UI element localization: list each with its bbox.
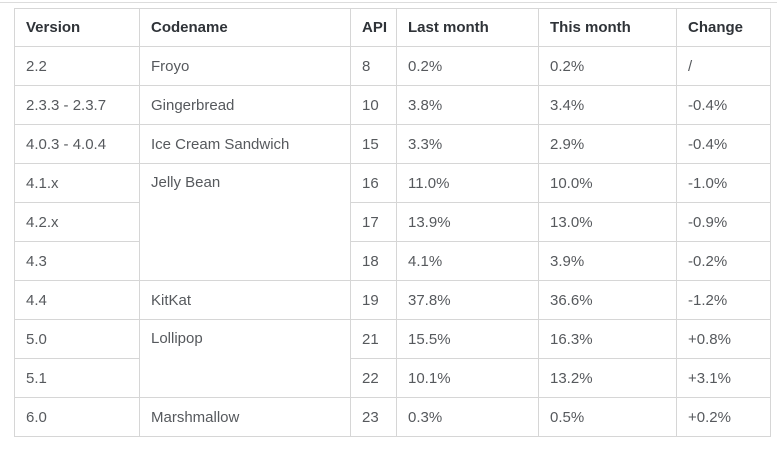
cell-api: 15 [350, 124, 397, 164]
table-row: 4.1.x Jelly Bean 16 11.0% 10.0% -1.0% [14, 163, 771, 281]
cell-this-month: 0.5% [538, 397, 677, 437]
cell-version: 5.0 [14, 319, 140, 359]
cell-last-month: 11.0% [396, 163, 539, 203]
cell-last-month: 0.2% [396, 46, 539, 86]
cell-change: +0.8% [676, 319, 771, 359]
cell-this-month: 13.2% [538, 358, 677, 398]
android-versions-table: Version Codename API Last month This mon… [14, 8, 771, 437]
table-row: 5.1 22 10.1% 13.2% +3.1% [14, 358, 771, 398]
cell-version: 2.3.3 - 2.3.7 [14, 85, 140, 125]
cell-this-month: 3.9% [538, 241, 677, 281]
cell-last-month: 0.3% [396, 397, 539, 437]
col-header-version: Version [14, 8, 140, 47]
cell-version: 2.2 [14, 46, 140, 86]
cell-api: 18 [350, 241, 397, 281]
table-row: 4.2.x 17 13.9% 13.0% -0.9% [14, 202, 771, 242]
cell-this-month: 13.0% [538, 202, 677, 242]
cell-last-month: 4.1% [396, 241, 539, 281]
cell-this-month: 16.3% [538, 319, 677, 359]
table-header-row: Version Codename API Last month This mon… [14, 8, 771, 47]
table-row: 2.2 Froyo 8 0.2% 0.2% / [14, 46, 771, 86]
cell-codename: Marshmallow [139, 397, 351, 437]
col-header-codename: Codename [139, 8, 351, 47]
table-row: 4.3 18 4.1% 3.9% -0.2% [14, 241, 771, 281]
cell-version: 4.0.3 - 4.0.4 [14, 124, 140, 164]
cell-change: / [676, 46, 771, 86]
cell-this-month: 0.2% [538, 46, 677, 86]
cell-api: 16 [350, 163, 397, 203]
cell-codename: Lollipop [139, 319, 351, 398]
col-header-this-month: This month [538, 8, 677, 47]
cell-last-month: 3.8% [396, 85, 539, 125]
cell-api: 8 [350, 46, 397, 86]
cell-version: 4.3 [14, 241, 140, 281]
cell-api: 21 [350, 319, 397, 359]
cell-codename: KitKat [139, 280, 351, 320]
page-top-divider [0, 2, 777, 3]
cell-this-month: 10.0% [538, 163, 677, 203]
cell-change: +3.1% [676, 358, 771, 398]
cell-version: 4.2.x [14, 202, 140, 242]
col-header-last-month: Last month [396, 8, 539, 47]
cell-version: 4.4 [14, 280, 140, 320]
cell-change: -0.4% [676, 85, 771, 125]
cell-codename: Gingerbread [139, 85, 351, 125]
cell-change: -1.2% [676, 280, 771, 320]
cell-change: -0.4% [676, 124, 771, 164]
table-row: 4.0.3 - 4.0.4 Ice Cream Sandwich 15 3.3%… [14, 124, 771, 164]
cell-version: 6.0 [14, 397, 140, 437]
cell-last-month: 13.9% [396, 202, 539, 242]
table-row: 5.0 Lollipop 21 15.5% 16.3% +0.8% [14, 319, 771, 398]
cell-last-month: 3.3% [396, 124, 539, 164]
cell-version: 4.1.x [14, 163, 140, 203]
cell-api: 22 [350, 358, 397, 398]
cell-api: 10 [350, 85, 397, 125]
table-row: 6.0 Marshmallow 23 0.3% 0.5% +0.2% [14, 397, 771, 437]
table-row: 2.3.3 - 2.3.7 Gingerbread 10 3.8% 3.4% -… [14, 85, 771, 125]
col-header-api: API [350, 8, 397, 47]
cell-api: 23 [350, 397, 397, 437]
cell-this-month: 2.9% [538, 124, 677, 164]
cell-last-month: 37.8% [396, 280, 539, 320]
cell-change: -0.9% [676, 202, 771, 242]
cell-api: 17 [350, 202, 397, 242]
col-header-change: Change [676, 8, 771, 47]
table-row: 4.4 KitKat 19 37.8% 36.6% -1.2% [14, 280, 771, 320]
cell-codename: Ice Cream Sandwich [139, 124, 351, 164]
cell-this-month: 36.6% [538, 280, 677, 320]
cell-last-month: 15.5% [396, 319, 539, 359]
cell-last-month: 10.1% [396, 358, 539, 398]
cell-api: 19 [350, 280, 397, 320]
cell-codename: Froyo [139, 46, 351, 86]
cell-this-month: 3.4% [538, 85, 677, 125]
cell-version: 5.1 [14, 358, 140, 398]
cell-change: +0.2% [676, 397, 771, 437]
cell-codename: Jelly Bean [139, 163, 351, 281]
cell-change: -0.2% [676, 241, 771, 281]
cell-change: -1.0% [676, 163, 771, 203]
